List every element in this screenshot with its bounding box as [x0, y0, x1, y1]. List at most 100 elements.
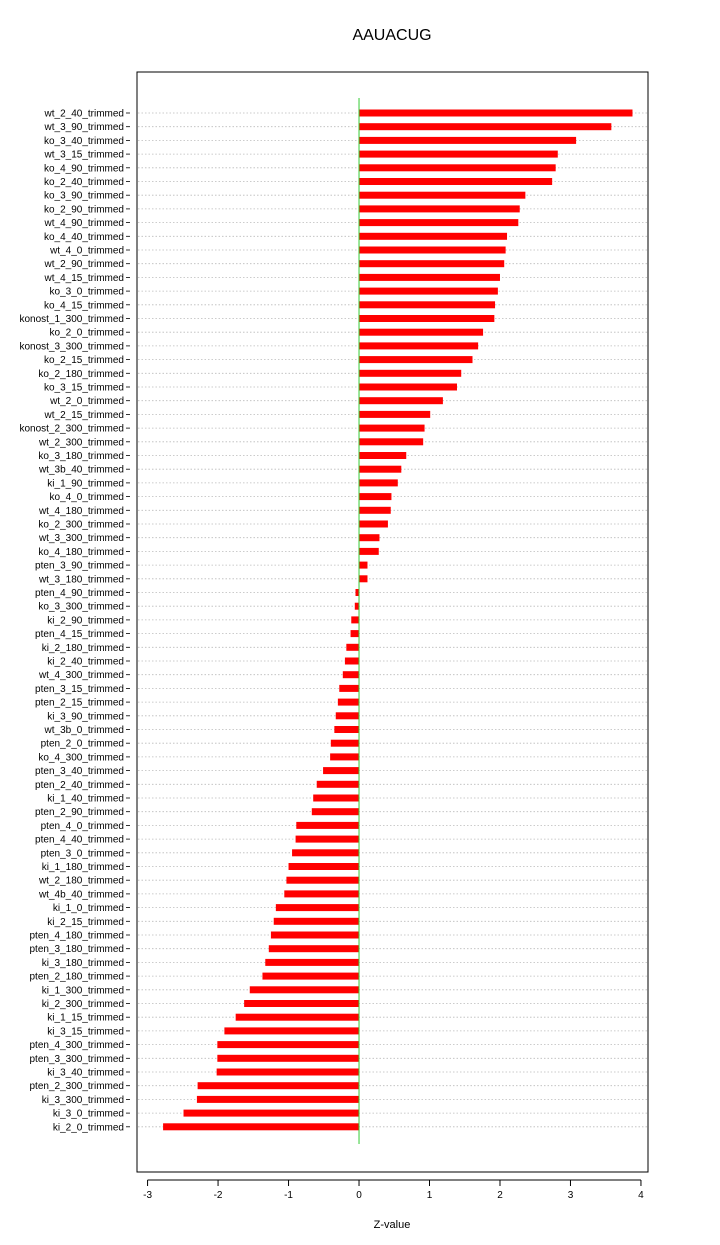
bar — [359, 287, 498, 295]
category-label: pten_3_0_trimmed — [41, 848, 124, 859]
category-label: wt_2_15_trimmed — [44, 410, 124, 421]
x-tick-label: -2 — [214, 1190, 223, 1201]
category-label: ko_4_300_trimmed — [38, 752, 124, 763]
category-label: pten_2_300_trimmed — [29, 1081, 124, 1092]
category-label: pten_3_40_trimmed — [35, 766, 124, 777]
bar — [249, 986, 360, 994]
bar — [359, 191, 526, 199]
x-tick-label: 4 — [638, 1190, 644, 1201]
bar — [270, 931, 360, 939]
x-tick-label: 2 — [497, 1190, 503, 1201]
bar — [286, 876, 360, 884]
x-tick-label: 3 — [568, 1190, 574, 1201]
bar — [217, 1041, 360, 1049]
bar — [334, 726, 360, 733]
bar — [359, 232, 508, 240]
category-label: ki_3_180_trimmed — [42, 958, 124, 969]
bar — [359, 452, 407, 459]
category-label: ko_3_15_trimmed — [44, 383, 124, 394]
category-label: ko_3_180_trimmed — [38, 451, 124, 462]
category-label: wt_3b_40_trimmed — [38, 465, 124, 476]
bar — [359, 465, 402, 473]
bar — [342, 671, 360, 679]
bar — [163, 1123, 360, 1131]
category-label: ki_3_40_trimmed — [47, 1068, 124, 1079]
category-label: pten_4_300_trimmed — [29, 1040, 124, 1051]
category-label: pten_2_180_trimmed — [29, 972, 124, 983]
bar — [288, 863, 360, 870]
category-label: ki_1_40_trimmed — [47, 794, 124, 805]
category-label: ko_2_0_trimmed — [50, 328, 124, 339]
category-label: pten_4_180_trimmed — [29, 931, 124, 942]
bar — [359, 520, 388, 528]
bar — [292, 849, 360, 857]
chart-title: AAUACUG — [352, 27, 431, 44]
bar — [262, 972, 360, 980]
bar — [359, 534, 380, 542]
bar — [346, 643, 360, 651]
bar — [296, 821, 360, 829]
bar — [295, 835, 360, 843]
bar — [217, 1054, 360, 1062]
bar — [235, 1013, 360, 1021]
bar — [355, 589, 360, 596]
category-label: ki_1_90_trimmed — [47, 478, 124, 489]
category-label: ko_3_40_trimmed — [44, 136, 124, 147]
bar — [359, 506, 391, 514]
category-label: ki_2_0_trimmed — [53, 1122, 124, 1133]
x-tick-label: 0 — [356, 1190, 362, 1201]
bar — [335, 712, 360, 720]
category-label: pten_2_15_trimmed — [35, 698, 124, 709]
category-label: wt_3b_0_trimmed — [44, 725, 124, 736]
bar — [354, 602, 360, 610]
bar — [265, 958, 360, 966]
category-label: wt_2_40_trimmed — [44, 109, 124, 120]
category-label: pten_4_0_trimmed — [41, 821, 124, 832]
category-label: ki_3_90_trimmed — [47, 711, 124, 722]
category-label: pten_3_15_trimmed — [35, 684, 124, 695]
bar — [216, 1068, 360, 1076]
bar — [268, 945, 360, 953]
bar — [323, 767, 360, 775]
category-label: pten_2_0_trimmed — [41, 739, 124, 750]
category-label: ko_2_15_trimmed — [44, 355, 124, 366]
category-label: ki_2_180_trimmed — [42, 643, 124, 654]
bar — [359, 246, 506, 254]
bar — [359, 397, 443, 405]
bar — [359, 328, 484, 336]
category-label: ko_2_300_trimmed — [38, 520, 124, 531]
category-label: ko_2_90_trimmed — [44, 204, 124, 215]
bar — [196, 1095, 360, 1103]
bar — [344, 657, 360, 665]
category-label: pten_3_90_trimmed — [35, 561, 124, 572]
category-label: ko_4_90_trimmed — [44, 163, 124, 174]
category-label: ko_2_180_trimmed — [38, 369, 124, 380]
category-label: ki_1_15_trimmed — [47, 1013, 124, 1024]
category-label: wt_2_0_trimmed — [49, 396, 124, 407]
category-label: pten_2_90_trimmed — [35, 807, 124, 818]
category-label: ki_1_0_trimmed — [53, 903, 124, 914]
bar — [359, 260, 505, 268]
bar — [359, 205, 520, 213]
bar — [311, 808, 360, 816]
bar — [359, 479, 398, 487]
bar — [359, 424, 425, 432]
category-label: ko_4_180_trimmed — [38, 547, 124, 558]
bar — [359, 150, 558, 158]
x-axis: -3 -2 -1 0 1 2 3 4 — [143, 1179, 644, 1201]
category-label: ki_1_180_trimmed — [42, 862, 124, 873]
bar — [330, 739, 360, 747]
bar — [197, 1082, 360, 1090]
category-label: ko_3_90_trimmed — [44, 191, 124, 202]
x-tick-label: -3 — [143, 1190, 152, 1201]
bar — [359, 356, 473, 364]
category-label: wt_4_0_trimmed — [49, 246, 124, 257]
category-label: ko_4_0_trimmed — [50, 492, 124, 503]
category-label: konost_3_300_trimmed — [19, 341, 124, 352]
bar — [350, 630, 360, 638]
category-label: wt_2_300_trimmed — [38, 437, 124, 448]
category-label: ki_2_40_trimmed — [47, 657, 124, 668]
bar — [359, 109, 633, 117]
category-label: ki_2_300_trimmed — [42, 999, 124, 1010]
category-label: wt_4_15_trimmed — [44, 273, 124, 284]
